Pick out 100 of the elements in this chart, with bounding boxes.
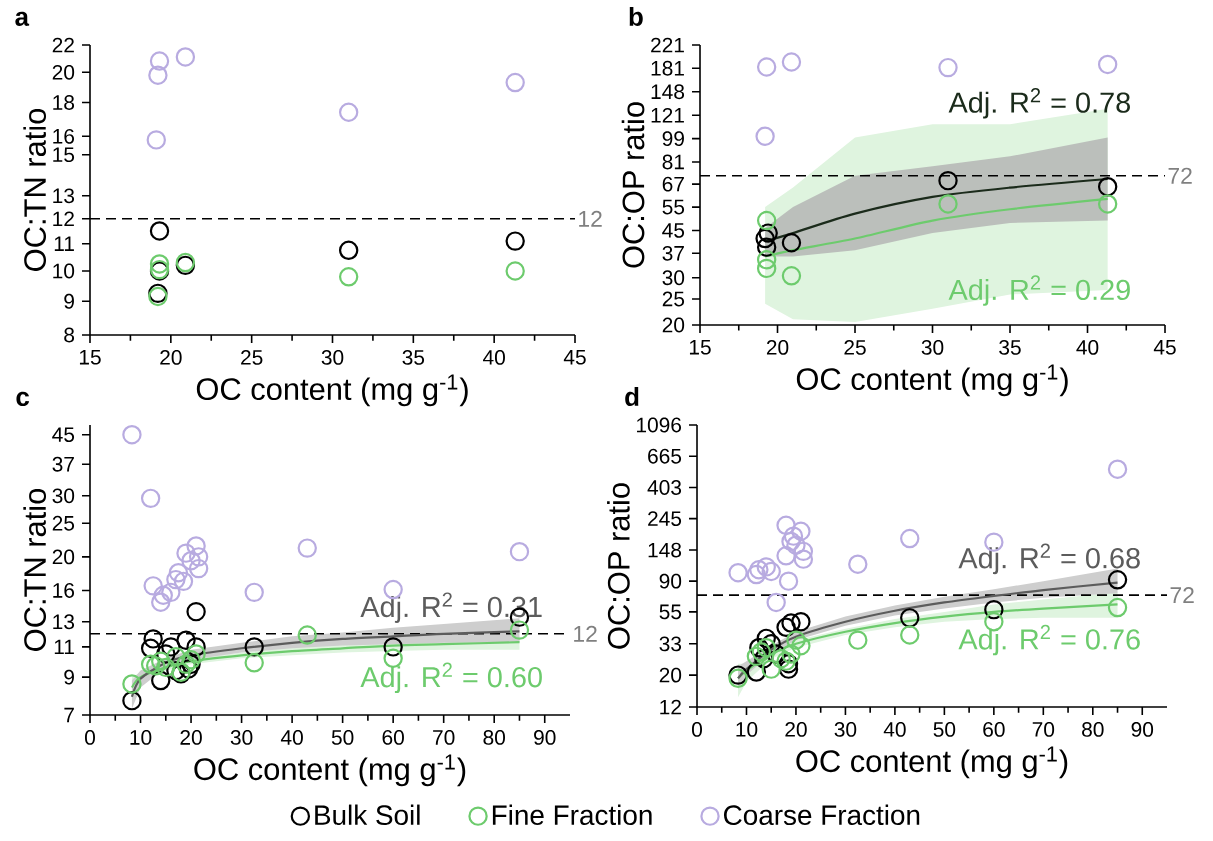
point: [984, 599, 1004, 620]
y-tick-label: 8: [64, 327, 75, 343]
point: [758, 223, 778, 243]
x-tick-label: 0: [84, 730, 95, 745]
point: [848, 630, 868, 650]
point: [783, 526, 804, 546]
point: [509, 620, 530, 640]
y-tick-label: 221: [651, 37, 684, 53]
y-tick-label: 181: [651, 60, 684, 76]
point: [151, 651, 171, 671]
point: [761, 659, 781, 679]
y-tick-label: 245: [648, 511, 682, 526]
point: [1107, 570, 1128, 590]
x-axis-title: OC content (mg g$^{-1}$): [194, 754, 466, 787]
point: [749, 560, 769, 580]
point: [793, 549, 814, 569]
point: [728, 563, 748, 583]
point: [746, 662, 767, 682]
point: [505, 72, 525, 93]
series-label: Adj. R$^{2}$ = 0.68: [958, 543, 1140, 575]
point: [761, 561, 781, 582]
point: [140, 638, 161, 658]
point: [186, 601, 206, 622]
point: [756, 258, 777, 279]
ref-line-label: 12: [579, 210, 602, 227]
point: [149, 221, 170, 241]
point: [900, 625, 920, 645]
chart-title: a: [15, 11, 30, 26]
point: [793, 541, 814, 562]
x-tick-label: 40: [280, 730, 303, 745]
point: [900, 608, 920, 628]
chart-title: d: [625, 386, 639, 406]
point: [746, 646, 767, 667]
point: [756, 57, 777, 77]
point: [338, 240, 359, 260]
x-tick-label: 40: [1076, 340, 1099, 355]
y-tick-label: 55: [659, 604, 682, 620]
point: [756, 250, 777, 270]
point: [756, 557, 776, 577]
series-label: Adj. R$^{2}$ = 0.29: [948, 275, 1130, 306]
x-tick-label: 35: [999, 340, 1021, 355]
point: [186, 644, 206, 664]
point: [1097, 194, 1118, 214]
y-tick-label: 67: [662, 176, 684, 192]
point: [791, 636, 811, 656]
point: [778, 659, 799, 679]
point: [781, 613, 801, 633]
y-tick-label: 9: [64, 293, 74, 309]
point: [505, 231, 525, 251]
x-tick-label: 25: [844, 340, 866, 355]
x-tick-label: 20: [766, 340, 789, 355]
point: [776, 546, 796, 566]
legend-label: Fine Fraction: [492, 804, 652, 826]
point: [756, 210, 777, 231]
x-tick-label: 35: [402, 350, 425, 365]
y-tick-label: 99: [662, 131, 684, 146]
point: [1107, 459, 1128, 479]
chart-title: c: [16, 391, 30, 406]
y-tick-label: 25: [52, 515, 75, 531]
point: [176, 654, 196, 675]
x-tick-label: 40: [483, 350, 505, 365]
point: [156, 657, 176, 678]
x-tick-label: 30: [834, 722, 857, 737]
point: [771, 649, 791, 669]
x-tick-label: 70: [433, 730, 455, 745]
point: [338, 102, 359, 122]
y-tick-label: 9: [64, 669, 74, 685]
point: [156, 644, 176, 664]
point: [297, 538, 317, 558]
y-tick-label: 403: [647, 480, 682, 495]
y-tick-label: 20: [52, 549, 75, 565]
x-tick-label: 10: [130, 730, 152, 745]
point: [166, 569, 186, 590]
point: [153, 585, 173, 605]
y-tick-label: 55: [662, 199, 685, 215]
point: [848, 554, 868, 574]
point: [122, 674, 142, 694]
y-axis-title: OC:OP ratio: [607, 483, 630, 649]
point: [786, 535, 806, 555]
x-tick-label: 30: [230, 730, 253, 745]
x-tick-label: 90: [1131, 722, 1154, 737]
y-tick-label: 13: [53, 614, 75, 630]
point: [168, 563, 189, 583]
ref-line-label: 72: [1170, 587, 1194, 604]
point: [766, 592, 786, 613]
point: [938, 170, 958, 191]
y-axis-title: OC:OP ratio: [621, 102, 645, 268]
series-label: Adj. R$^{2}$ = 0.60: [360, 662, 542, 694]
y-axis-title: OC:TN ratio: [23, 488, 47, 651]
chart-title: b: [629, 6, 643, 26]
point: [186, 637, 206, 657]
ref-line-label: 12: [574, 625, 597, 642]
y-tick-label: 90: [659, 573, 682, 589]
point: [143, 576, 163, 596]
point: [176, 630, 196, 650]
x-tick-label: 0: [692, 722, 702, 737]
point: [746, 564, 767, 585]
y-tick-label: 148: [648, 542, 682, 558]
point: [188, 547, 209, 567]
point: [297, 625, 317, 645]
